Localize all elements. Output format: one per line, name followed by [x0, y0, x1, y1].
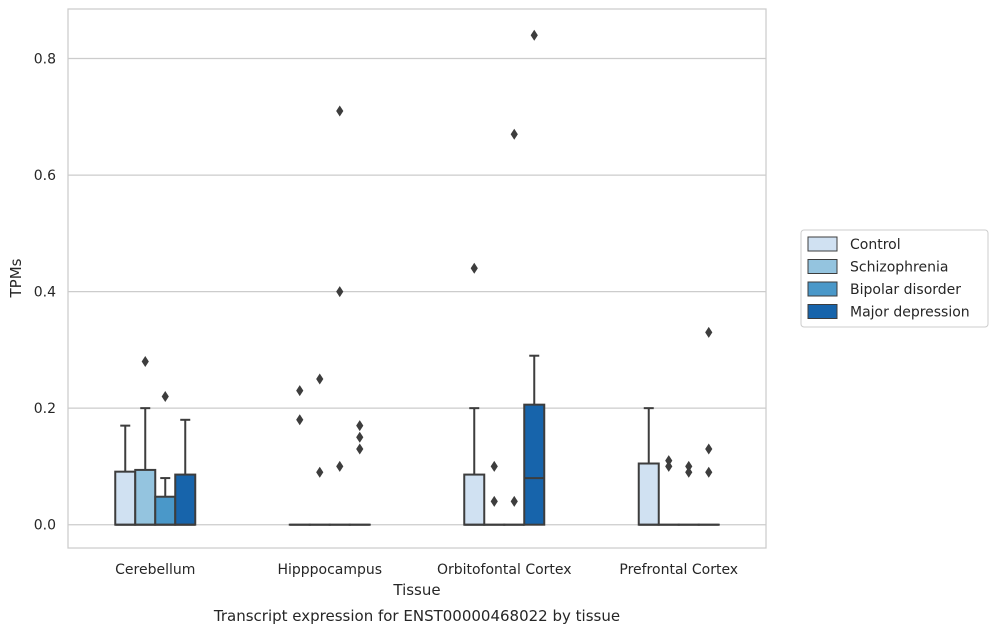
x-axis-label: Tissue — [392, 581, 440, 599]
outlier-point — [316, 466, 324, 478]
outlier-point — [296, 385, 304, 397]
boxes — [114, 29, 720, 526]
outlier-point — [470, 262, 478, 274]
x-tick-label: Hipppocampus — [277, 562, 382, 578]
outlier-point — [510, 128, 518, 140]
legend-swatch — [807, 236, 838, 252]
outlier-point — [705, 466, 713, 478]
outlier-point — [336, 460, 344, 472]
box-group — [463, 262, 486, 526]
x-tick-label: Cerebellum — [115, 562, 195, 578]
box-rect — [134, 468, 157, 526]
box-group — [288, 385, 311, 526]
outlier-point — [685, 466, 693, 478]
box-rect — [114, 470, 137, 526]
outlier-point — [665, 455, 673, 467]
outlier-point — [316, 373, 324, 385]
box-group — [657, 455, 680, 526]
box-group — [114, 424, 137, 526]
outlier-point — [685, 460, 693, 472]
box-rect — [637, 462, 660, 526]
box-rect — [174, 473, 197, 526]
legend-swatch — [807, 281, 838, 297]
outlier-point — [141, 356, 149, 368]
y-tick-label: 0.2 — [34, 401, 56, 417]
outlier-point — [705, 443, 713, 455]
y-tick-label: 0.8 — [34, 52, 56, 68]
outlier-point — [336, 105, 344, 117]
y-axis-label: TPMs — [7, 258, 25, 298]
outlier-point — [705, 326, 713, 338]
box-group — [348, 420, 371, 526]
plot-frame — [67, 8, 767, 549]
outlier-point — [356, 443, 364, 455]
outlier-point — [665, 460, 673, 472]
y-tick-label: 0.0 — [34, 518, 56, 534]
outlier-point — [296, 414, 304, 426]
legend-label: Major depression — [850, 305, 970, 321]
legend: Control Schizophrenia Bipolar disorder Majo… — [800, 229, 989, 328]
outlier-point — [161, 390, 169, 402]
legend-label: Bipolar disorder — [850, 282, 961, 298]
chart-caption: Transcript expression for ENST0000046802… — [213, 607, 620, 625]
outlier-point — [510, 495, 518, 507]
outlier-point — [336, 286, 344, 298]
plot-background — [68, 9, 766, 548]
box-rect — [463, 473, 486, 526]
outlier-point — [490, 495, 498, 507]
outlier-point — [356, 431, 364, 443]
x-tick-label: Prefrontal Cortex — [619, 562, 738, 578]
legend-frame — [800, 229, 989, 328]
legend-label: Control — [850, 237, 901, 253]
box-group — [677, 460, 700, 526]
box-group — [174, 418, 197, 526]
box-group — [637, 407, 660, 526]
outlier-point — [530, 29, 538, 41]
legend-label: Schizophrenia — [850, 260, 948, 276]
box-group — [523, 29, 546, 526]
outlier-point — [356, 420, 364, 432]
outlier-point — [490, 460, 498, 472]
x-tick-labels: Cerebellum Hipppocampus Orbitofontal Corte… — [115, 562, 738, 578]
box-rect — [523, 403, 546, 526]
y-tick-label: 0.6 — [34, 168, 56, 184]
box-rect — [154, 495, 177, 526]
x-tick-label: Orbitofontal Cortex — [437, 562, 572, 578]
y-tick-labels: 0.0 0.2 0.4 0.6 0.8 — [34, 52, 56, 534]
box-group — [697, 326, 720, 526]
y-tick-label: 0.4 — [34, 285, 56, 301]
legend-swatch — [807, 259, 838, 274]
legend-swatch — [807, 304, 838, 319]
